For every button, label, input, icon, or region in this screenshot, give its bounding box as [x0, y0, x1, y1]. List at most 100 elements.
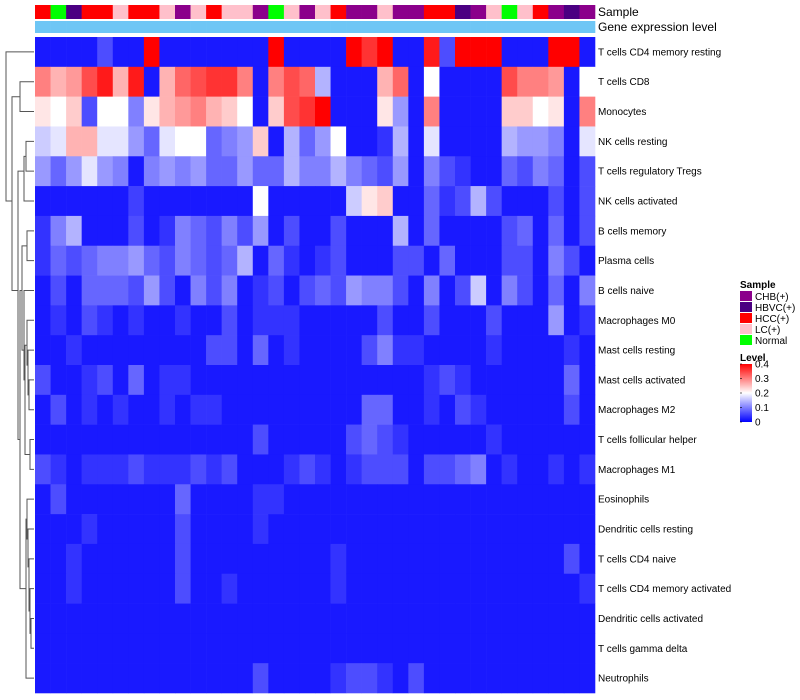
heatmap-cell [128, 275, 145, 306]
heatmap-cell [252, 543, 269, 575]
heatmap-cell [532, 335, 549, 366]
heatmap-cell [361, 454, 378, 485]
heatmap-cell [579, 424, 596, 455]
heatmap-cell [221, 663, 238, 694]
heatmap-cell [206, 96, 222, 127]
heatmap-cell [330, 484, 347, 515]
heatmap-cell [66, 633, 82, 664]
sample-annotation-cell [159, 5, 176, 19]
heatmap-cell [377, 454, 394, 485]
heatmap-cell [283, 663, 300, 694]
heatmap-cell [532, 514, 549, 545]
heatmap-cell [579, 305, 596, 336]
heatmap-cell [190, 454, 207, 485]
heatmap-cell [486, 275, 502, 306]
heatmap-cell [35, 37, 51, 68]
heatmap-cell [408, 514, 425, 545]
heatmap-cell [190, 424, 207, 455]
heatmap-cell [35, 633, 51, 664]
heatmap-cell [439, 424, 456, 455]
expression-level-annotation-cell [408, 21, 425, 33]
heatmap-cell [377, 96, 394, 127]
heatmap-cell [563, 454, 580, 485]
heatmap-cell [237, 275, 254, 306]
heatmap-cell [346, 275, 362, 306]
heatmap-cell [532, 573, 549, 604]
heatmap-cell [206, 305, 222, 336]
heatmap-cell [190, 335, 207, 366]
sample-annotation-cell [455, 5, 471, 19]
heatmap-cell [563, 663, 580, 694]
heatmap-cell [66, 96, 82, 127]
dendrogram-link [27, 528, 34, 568]
row-label: NK cells resting [598, 137, 667, 148]
sample-annotation-cell [563, 5, 580, 19]
heatmap-cell [237, 335, 254, 366]
heatmap-cell [501, 305, 518, 336]
heatmap-cell [112, 186, 129, 217]
heatmap-cell [470, 633, 487, 664]
sample-legend-swatch [740, 324, 752, 334]
heatmap-cell [346, 365, 362, 396]
heatmap-cell [517, 126, 534, 157]
heatmap-cell [579, 126, 596, 157]
heatmap-cell [408, 37, 425, 68]
heatmap-cell [532, 66, 549, 97]
heatmap-cell [532, 156, 549, 187]
heatmap-cell [175, 245, 191, 276]
heatmap-cell [439, 245, 456, 276]
heatmap-cell [548, 335, 565, 366]
heatmap-cell [299, 335, 316, 366]
heatmap-cell [268, 96, 285, 127]
heatmap-cell [283, 394, 300, 425]
heatmap-cell [392, 663, 409, 694]
sample-legend-swatch [740, 313, 752, 323]
heatmap-cell [143, 424, 160, 455]
heatmap-cell [423, 424, 440, 455]
heatmap-cell [50, 365, 67, 396]
heatmap-cell [143, 365, 160, 396]
sample-legend-label: CHB(+) [755, 292, 789, 303]
heatmap-cell [299, 66, 316, 97]
heatmap-cell [563, 394, 580, 425]
heatmap-cell [579, 454, 596, 485]
heatmap-cell [237, 543, 254, 575]
heatmap-cell [439, 603, 456, 634]
heatmap-cell [439, 66, 456, 97]
heatmap-cell [112, 126, 129, 157]
heatmap-cell [221, 543, 238, 575]
heatmap-cell [97, 305, 114, 336]
heatmap-cell [548, 275, 565, 306]
heatmap-cell [159, 603, 176, 634]
heatmap-cell [35, 484, 51, 515]
dendrogram-link [21, 245, 27, 351]
sample-annotation-cell [408, 5, 425, 19]
heatmap-cell [548, 484, 565, 515]
sample-annotation-cell [517, 5, 534, 19]
heatmap-cell [563, 335, 580, 366]
sample-annotation-cell [392, 5, 409, 19]
heatmap-cell [50, 335, 67, 366]
heatmap-cell [299, 484, 316, 515]
heatmap-cell [486, 305, 502, 336]
heatmap-cell [423, 573, 440, 604]
heatmap-cell [346, 156, 362, 187]
heatmap-cell [423, 454, 440, 485]
heatmap-cell [283, 543, 300, 575]
heatmap-cell [221, 514, 238, 545]
heatmap-cell [563, 126, 580, 157]
heatmap-cell [501, 573, 518, 604]
heatmap-cell [517, 484, 534, 515]
heatmap-cell [237, 424, 254, 455]
heatmap-cell [346, 305, 362, 336]
heatmap-cell [501, 245, 518, 276]
heatmap-cell [66, 245, 82, 276]
row-label: B cells memory [598, 226, 666, 237]
heatmap-cell [128, 454, 145, 485]
heatmap-cell [35, 335, 51, 366]
heatmap-cell [35, 186, 51, 217]
level-legend-title: Level [740, 353, 766, 364]
heatmap-cell [315, 37, 331, 68]
heatmap-cell [112, 543, 129, 575]
heatmap-cell [97, 484, 114, 515]
